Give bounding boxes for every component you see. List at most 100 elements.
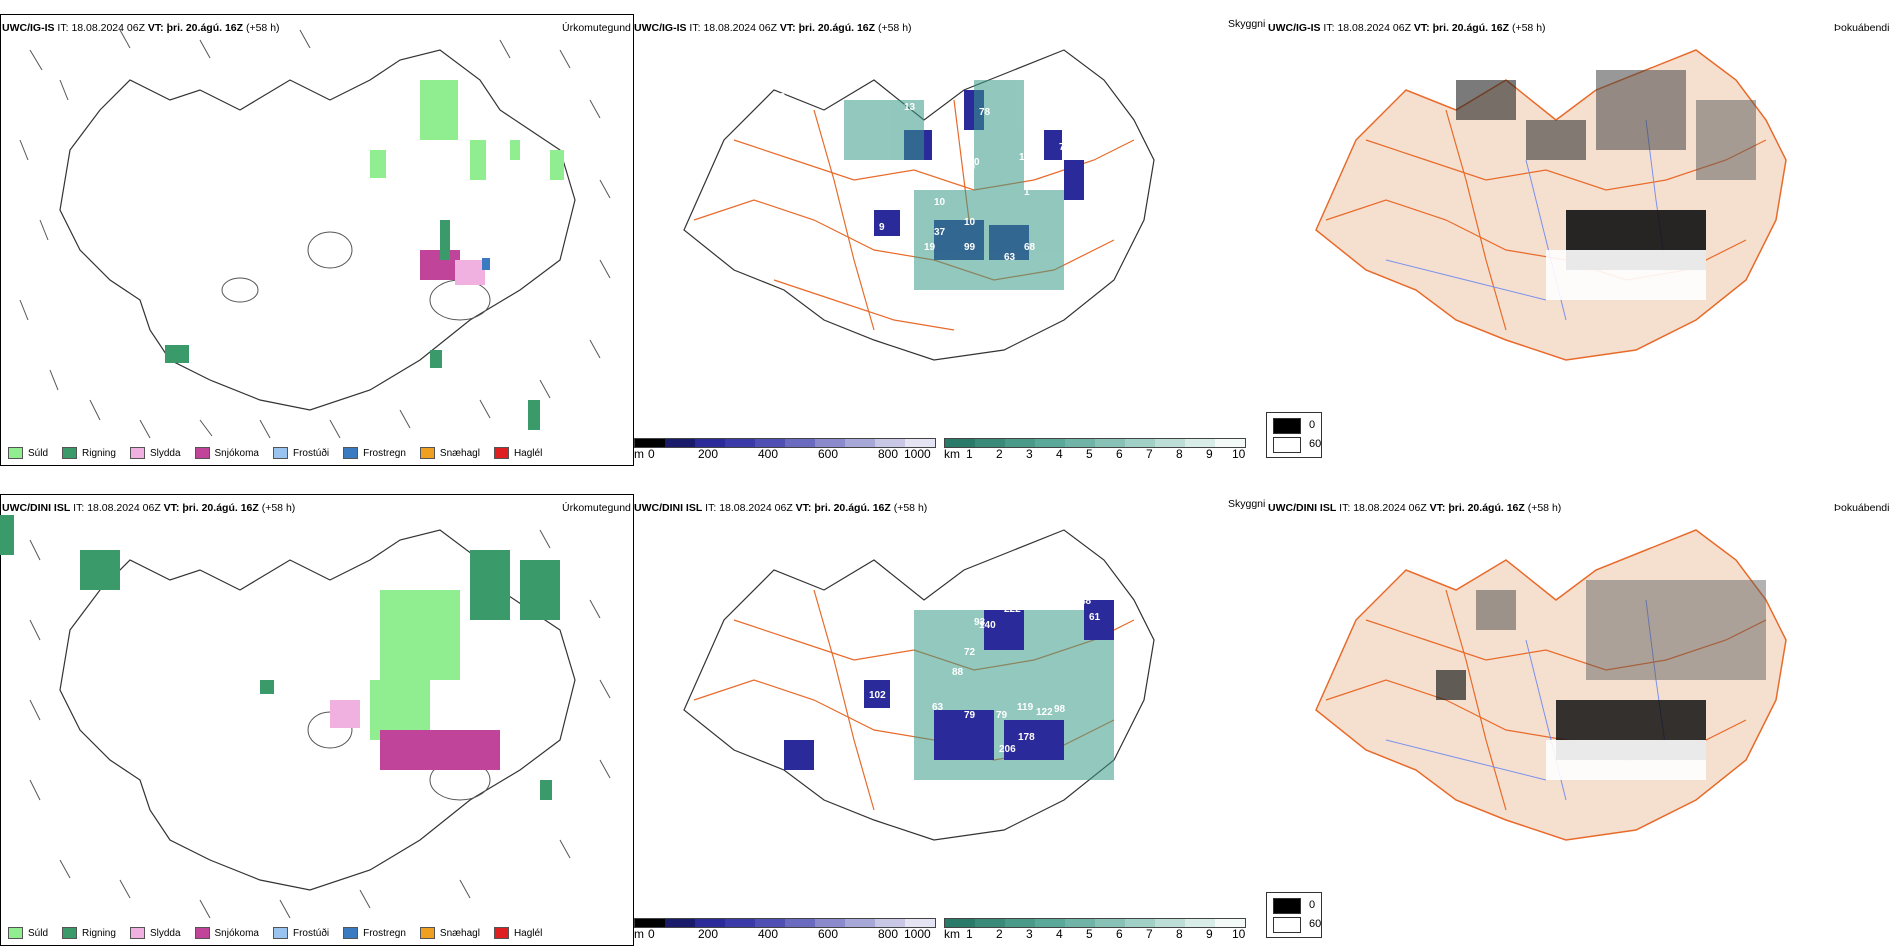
ceiling-value-label: 71 bbox=[1059, 142, 1071, 153]
ceiling-value-label: 37 bbox=[934, 227, 946, 238]
it-label: IT: bbox=[57, 22, 69, 34]
ceiling-unit: m bbox=[634, 927, 644, 941]
ceiling-tick: 400 bbox=[758, 447, 779, 461]
ceiling-value-label: 93 bbox=[974, 617, 986, 628]
vis-tick: 5 bbox=[1086, 927, 1093, 941]
legend-swatch-frostudi bbox=[272, 447, 288, 459]
fog-label: 60 bbox=[1309, 438, 1322, 450]
legend-item: Slydda bbox=[129, 442, 181, 464]
legend-item: Súld bbox=[8, 922, 48, 944]
ptype-heading: Úrkomutegund bbox=[562, 22, 631, 34]
vis-tick: 10 bbox=[1232, 447, 1246, 461]
legend-item: Snæhagl bbox=[419, 922, 480, 944]
init-time: 18.08.2024 06Z bbox=[719, 502, 793, 514]
legend-swatch-rigning bbox=[62, 927, 78, 939]
ceiling-value-label: 13 bbox=[799, 714, 811, 725]
lead-time: (+58 h) bbox=[893, 502, 928, 514]
vis-tick: 3 bbox=[1026, 447, 1033, 461]
ceiling-tick: 800 bbox=[878, 447, 899, 461]
fog-label: 60 bbox=[1309, 918, 1322, 930]
ceiling-value-label: 63 bbox=[932, 702, 944, 713]
ceiling-value-label: 41 bbox=[1074, 587, 1086, 598]
legend-item: Frostúði bbox=[272, 442, 330, 464]
panel-title-row2: UWC/DINI ISL IT: 18.08.2024 06Z VT: þri.… bbox=[2, 502, 295, 514]
ceiling-value-label: 79 bbox=[996, 710, 1008, 721]
precip-areas bbox=[0, 515, 560, 800]
vis-tick: 2 bbox=[996, 927, 1003, 941]
lead-time: (+58 h) bbox=[877, 22, 912, 34]
legend-swatch-sild bbox=[8, 447, 23, 459]
legend-label: Rigning bbox=[82, 447, 116, 459]
lead-time: (+58 h) bbox=[1527, 502, 1562, 514]
ceiling-value-label: 48 bbox=[1080, 596, 1092, 607]
legend-label: Snæhagl bbox=[439, 447, 480, 459]
vis-heading: Skyggni bbox=[1228, 498, 1266, 510]
legend-label: Frostregn bbox=[363, 927, 406, 939]
ceiling-tick: 600 bbox=[818, 447, 839, 461]
ceiling-tick: 0 bbox=[648, 927, 655, 941]
legend-item: Súld bbox=[8, 442, 48, 464]
legend-swatch-hagel bbox=[493, 927, 509, 939]
vis-tick: 4 bbox=[1056, 447, 1063, 461]
ceiling-value-label: 78 bbox=[979, 107, 991, 118]
legend-swatch-slydda bbox=[129, 447, 145, 459]
legend-swatch-frostregn bbox=[343, 927, 359, 939]
fog-map-row2 bbox=[1315, 529, 1787, 841]
ceiling-value-label: 43 bbox=[1074, 122, 1086, 133]
fog-swatch bbox=[1273, 898, 1301, 914]
vis-tick: 8 bbox=[1176, 927, 1183, 941]
vt-label: VT: bbox=[163, 502, 180, 514]
row2: UWC/DINI ISL IT: 18.08.2024 06Z VT: þri.… bbox=[0, 480, 1900, 950]
panel-title-row1: UWC/IG-IS IT: 18.08.2024 06Z VT: þri. 20… bbox=[2, 22, 280, 34]
ceiling-value-label: 1 bbox=[1024, 187, 1030, 198]
ceiling-value-label: 72 bbox=[1029, 570, 1041, 581]
ceiling-value-label: 122 bbox=[1036, 707, 1053, 718]
it-label: IT: bbox=[1339, 502, 1351, 514]
ceiling-value-label: 222 bbox=[1004, 604, 1021, 615]
it-label: IT: bbox=[705, 502, 717, 514]
ceiling-unit: m bbox=[634, 447, 644, 461]
ptype-map-row2 bbox=[0, 515, 611, 919]
ceiling-value-label: 62 bbox=[1094, 162, 1106, 173]
init-time: 18.08.2024 06Z bbox=[703, 22, 777, 34]
model-name: UWC/DINI ISL bbox=[1268, 502, 1337, 514]
vt-label: VT: bbox=[779, 22, 796, 34]
ceiling-value-label: 61 bbox=[1089, 612, 1101, 623]
vis-tick: 4 bbox=[1056, 927, 1063, 941]
fog-shading bbox=[1456, 70, 1756, 300]
it-label: IT: bbox=[1323, 22, 1335, 34]
valid-time: þri. 20.ágú. 16Z bbox=[166, 22, 244, 34]
ceiling-tick: 1000 bbox=[904, 447, 931, 461]
vis-heading: Skyggni bbox=[1228, 18, 1266, 30]
legend-label: Snjókoma bbox=[214, 927, 259, 939]
legend-item: Frostregn bbox=[343, 442, 406, 464]
legend-item: Frostúði bbox=[272, 922, 330, 944]
legend-label: Frostúði bbox=[292, 447, 330, 459]
valid-time: þri. 20.ágú. 16Z bbox=[798, 22, 876, 34]
fog-heading: Þokuábendi bbox=[1834, 502, 1890, 514]
ceiling-value-label: 68 bbox=[1024, 242, 1036, 253]
legend-label: Haglél bbox=[513, 447, 543, 459]
legend-label: Súld bbox=[28, 927, 49, 939]
vis-tick: 3 bbox=[1026, 927, 1033, 941]
fog-label: 0 bbox=[1309, 899, 1316, 911]
model-name: UWC/DINI ISL bbox=[634, 502, 703, 514]
model-name: UWC/DINI ISL bbox=[2, 502, 71, 514]
legend-label: Frostregn bbox=[363, 447, 406, 459]
ceiling-tick: 0 bbox=[648, 447, 655, 461]
ptype-legend-row1: Súld Rigning Slydda Snjókoma Frostúði Fr… bbox=[8, 442, 542, 464]
ceiling-tick: 400 bbox=[758, 927, 779, 941]
legend-label: Súld bbox=[28, 447, 49, 459]
legend-item: Snæhagl bbox=[419, 442, 480, 464]
legend-swatch-sild bbox=[8, 927, 23, 939]
vis-tick: 10 bbox=[1232, 927, 1246, 941]
lead-time: (+58 h) bbox=[245, 22, 280, 34]
legend-label: Frostúði bbox=[292, 927, 330, 939]
ceiling-value-label: 178 bbox=[1018, 732, 1035, 743]
ceiling-value-label: 19 bbox=[924, 242, 936, 253]
legend-label: Slydda bbox=[149, 447, 181, 459]
legend-label: Slydda bbox=[149, 927, 181, 939]
vis-bar-swatches bbox=[944, 918, 1246, 928]
model-name: UWC/IG-IS bbox=[2, 22, 55, 34]
